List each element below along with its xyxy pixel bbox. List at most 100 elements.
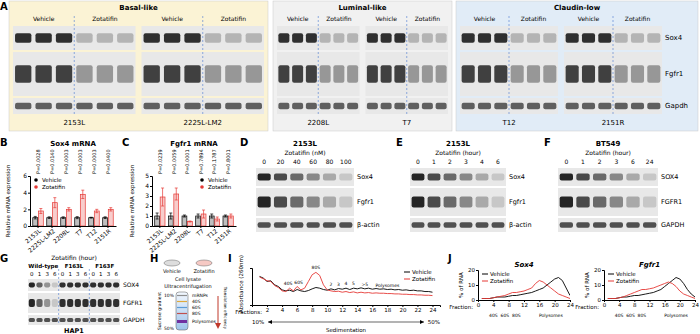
band xyxy=(246,33,262,43)
panel-letter: A xyxy=(0,1,8,12)
tick-mark xyxy=(28,176,30,177)
bar-chart: 02462153L2225L-LM22208LT7T122151RSox4 mR… xyxy=(5,140,117,254)
lane-label: 6 xyxy=(114,271,118,277)
genotype: F163F xyxy=(95,263,114,269)
protein: GAPDH xyxy=(123,316,145,323)
blot-strip xyxy=(558,168,658,186)
gradient-band xyxy=(177,295,187,296)
band xyxy=(560,222,573,228)
axis-line xyxy=(153,226,237,227)
band xyxy=(412,173,425,180)
band xyxy=(511,33,524,43)
protein: β-actin xyxy=(509,221,532,229)
panel-letter: G xyxy=(0,253,8,264)
panel-letter: E xyxy=(396,137,403,148)
band xyxy=(527,103,540,109)
band xyxy=(367,65,378,83)
tick-label: 6 xyxy=(296,307,300,313)
tick-label: 10 xyxy=(324,307,331,313)
gradient-end: 50% xyxy=(164,326,175,331)
tick: 16 xyxy=(369,305,376,313)
band xyxy=(67,299,73,307)
band xyxy=(422,65,433,83)
condition: Vehicle xyxy=(474,15,496,22)
band xyxy=(347,103,358,109)
bar xyxy=(47,218,52,226)
band xyxy=(56,33,72,43)
annotation: 4 xyxy=(345,281,348,286)
tick-label: 16 xyxy=(662,302,669,308)
lane-label: 40 xyxy=(293,158,301,165)
bar xyxy=(75,218,80,226)
tick: 1 xyxy=(145,212,152,219)
annotation: 40S xyxy=(284,281,293,286)
cell-line: 2151R xyxy=(602,119,625,127)
band xyxy=(444,196,457,207)
cell-line: 2225L-LM2 xyxy=(183,119,222,127)
band xyxy=(576,222,589,228)
band xyxy=(82,318,88,322)
band xyxy=(29,318,35,322)
band xyxy=(647,65,660,83)
lane-divider xyxy=(74,16,75,114)
p-value: P=0.0400 xyxy=(105,149,111,174)
band xyxy=(184,103,200,109)
tick-label: 2151R xyxy=(213,227,232,245)
error-bar xyxy=(81,190,84,198)
band xyxy=(381,103,392,109)
panel-letter: D xyxy=(240,137,248,148)
condition: Zotatifin xyxy=(221,15,247,22)
tick-label: 24 xyxy=(692,302,699,308)
tick-label: 0 xyxy=(603,302,607,308)
tick: 20 xyxy=(594,267,604,273)
tick: 8 xyxy=(311,305,315,313)
lane-label: 0 xyxy=(416,158,420,165)
legend-item: Vehicle xyxy=(404,269,432,275)
arrow-head xyxy=(268,320,272,324)
annotation: 3 xyxy=(337,282,340,287)
band xyxy=(626,222,639,228)
band xyxy=(333,33,344,43)
band xyxy=(184,65,200,83)
cell-line: HAP1 xyxy=(64,327,84,334)
tick: 20 xyxy=(399,305,406,313)
axis-title: Relative mRNA expression xyxy=(5,164,12,237)
annotation: Polysomes xyxy=(664,313,688,318)
annotation: Polysomes xyxy=(539,313,563,318)
tick: 12 xyxy=(647,300,654,308)
blot-strip xyxy=(256,168,354,186)
legend-label: Vehicle xyxy=(208,177,228,183)
error-bar xyxy=(224,215,227,217)
gradient-end: 10% xyxy=(252,319,264,325)
band xyxy=(566,65,579,83)
lane-label: 0 xyxy=(262,158,266,165)
band xyxy=(598,33,611,43)
panel-letter: F xyxy=(544,137,551,148)
band xyxy=(15,103,31,109)
y-axis xyxy=(250,269,253,306)
tick-label: 4 xyxy=(492,302,496,308)
legend-item: Vehicle xyxy=(34,177,62,183)
marks xyxy=(33,190,113,226)
dish xyxy=(196,260,212,266)
band xyxy=(76,103,92,109)
band xyxy=(205,33,221,43)
tick-label: 20 xyxy=(468,267,475,273)
band xyxy=(436,103,447,109)
band xyxy=(15,65,31,83)
protein: SOX4 xyxy=(661,173,678,181)
band xyxy=(626,173,639,180)
band xyxy=(610,222,623,228)
legend-item: Zotatifin xyxy=(482,278,514,284)
tick: 12 xyxy=(521,300,528,308)
axis-line xyxy=(250,269,253,306)
condition: Vehicle xyxy=(33,15,55,22)
tick-mark xyxy=(476,270,478,271)
bar xyxy=(223,216,228,226)
tick: 10 xyxy=(594,282,604,288)
protein: Fgfr1 xyxy=(509,198,526,206)
tick: 18 xyxy=(384,305,391,313)
band xyxy=(511,65,524,83)
band xyxy=(278,103,289,109)
tick: 4 xyxy=(145,182,152,189)
